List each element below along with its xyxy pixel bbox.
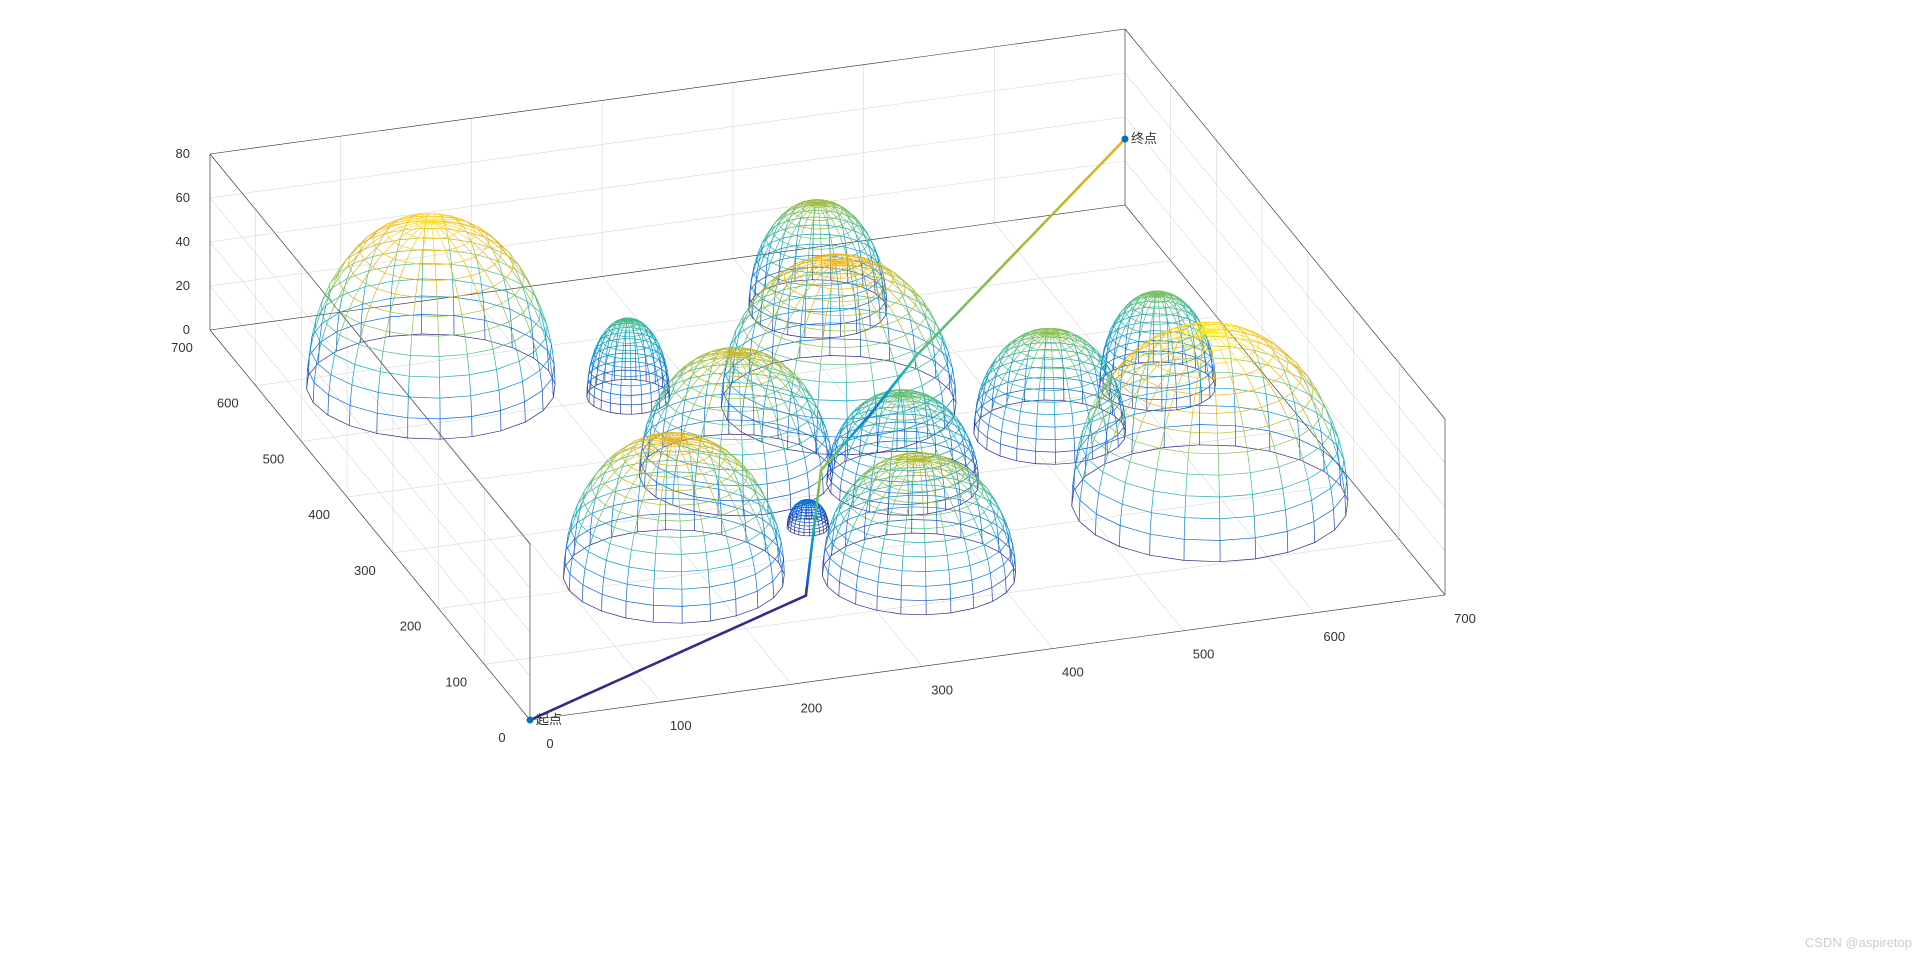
y-tick-label: 400 [308, 507, 330, 522]
tick-labels: 0100200300400500600700010020030040050060… [171, 146, 1476, 751]
watermark: CSDN @aspiretop [1805, 935, 1912, 950]
y-tick-label: 700 [171, 340, 193, 355]
y-tick-label: 100 [445, 674, 467, 689]
dome [1072, 322, 1348, 562]
annotation-label: 终点 [1131, 131, 1157, 146]
dome [563, 432, 784, 623]
z-tick-label: 80 [176, 146, 190, 161]
y-tick-label: 300 [354, 563, 376, 578]
y-tick-label: 600 [217, 396, 239, 411]
dome [1100, 291, 1216, 411]
x-tick-label: 0 [546, 736, 553, 751]
x-tick-label: 300 [931, 682, 953, 697]
y-tick-label: 0 [498, 730, 505, 745]
z-tick-label: 60 [176, 190, 190, 205]
x-tick-label: 600 [1323, 629, 1345, 644]
plot-svg: 起点终点010020030040050060070001002003004005… [0, 0, 1920, 954]
x-tick-label: 100 [670, 718, 692, 733]
z-tick-label: 40 [176, 234, 190, 249]
dome [974, 328, 1126, 464]
z-tick-label: 20 [176, 278, 190, 293]
y-tick-label: 200 [400, 619, 422, 634]
x-tick-label: 500 [1193, 647, 1215, 662]
dome [787, 499, 829, 536]
y-tick-label: 500 [263, 451, 285, 466]
x-tick-label: 200 [801, 700, 823, 715]
plot-3d-container: 起点终点010020030040050060070001002003004005… [0, 0, 1920, 954]
x-tick-label: 400 [1062, 665, 1084, 680]
annotation-label: 起点 [536, 712, 562, 727]
domes-layer [307, 199, 1348, 623]
z-tick-label: 0 [183, 322, 190, 337]
x-tick-label: 700 [1454, 611, 1476, 626]
